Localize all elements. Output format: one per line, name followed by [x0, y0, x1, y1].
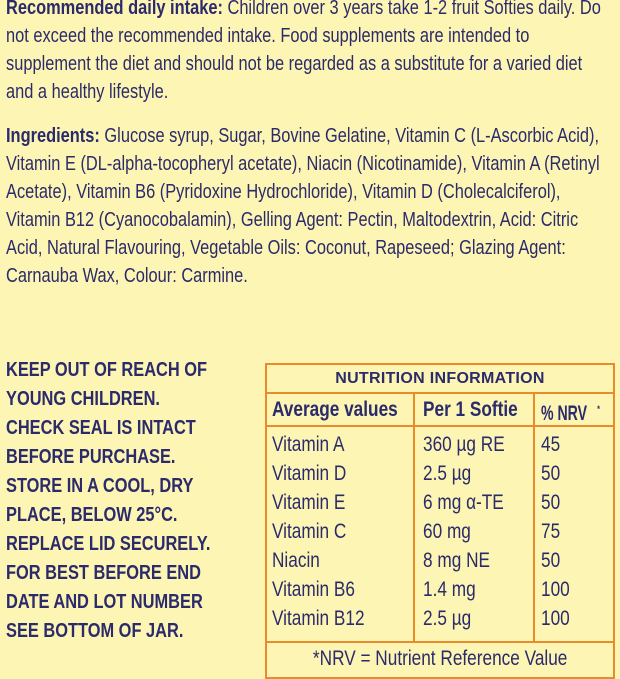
nutrient-nrv: 100 [541, 578, 570, 601]
nutrient-name: Vitamin C [272, 520, 347, 543]
intake-label: Recommended daily intake: [6, 0, 223, 19]
intake-text: Children over 3 years take 1-2 fruit Sof… [6, 0, 601, 103]
nutrient-name: Vitamin B6 [272, 578, 355, 601]
text-line: BEFORE PURCHASE. [6, 446, 176, 468]
ingredients-text: Glucose syrup, Sugar, Bovine Gelatine, V… [6, 124, 600, 287]
nutrient-amount: 1.4 mg [423, 578, 476, 601]
nutrient-nrv: 50 [541, 462, 561, 485]
text-line: DATE AND LOT NUMBER [6, 591, 203, 613]
text-line: CHECK SEAL IS INTACT [6, 417, 196, 439]
nrv-asterisk: * [597, 404, 601, 414]
nutrient-nrv: 75 [541, 520, 561, 543]
nutrient-amount: 360 µg RE [423, 433, 505, 456]
text-line: SEE BOTTOM OF JAR. [6, 620, 184, 642]
nutrient-nrv: 50 [541, 491, 561, 514]
ingredients: Ingredients: Glucose syrup, Sugar, Bovin… [6, 122, 614, 290]
nutrient-amount: 8 mg NE [423, 549, 490, 572]
nutrient-name: Vitamin B12 [272, 607, 365, 630]
nutrient-amount: 6 mg α-TE [423, 491, 504, 514]
nrv-footnote: *NRV = Nutrient Reference Value [312, 647, 568, 670]
nutrient-nrv: 45 [541, 433, 561, 456]
nutrient-amount: 2.5 µg [423, 607, 472, 630]
text-line: REPLACE LID SECURELY. [6, 533, 211, 555]
column-headers: Average values Per 1 Softie % NRV * [267, 394, 613, 427]
header-average-values: Average values [272, 398, 398, 421]
nutrition-body: Vitamin A Vitamin D Vitamin E Vitamin C Niac… [267, 427, 613, 643]
nutrient-name: Vitamin D [272, 462, 347, 485]
nutrient-name: Vitamin A [272, 433, 345, 456]
text-line: STORE IN A COOL, DRY [6, 475, 194, 497]
nutrient-name: Niacin [272, 549, 320, 572]
text-line: PLACE, BELOW 25°C. [6, 504, 178, 526]
best-before-note: FOR BEST BEFORE END DATE AND LOT NUMBER SE… [6, 559, 268, 646]
text-line: FOR BEST BEFORE END [6, 562, 201, 584]
storage-warnings: KEEP OUT OF REACH OF YOUNG CHILDREN. CHECK… [6, 356, 268, 559]
nutrient-name: Vitamin E [272, 491, 346, 514]
nutrient-amount: 60 mg [423, 520, 471, 543]
nutrition-title: NUTRITION INFORMATION [267, 365, 613, 394]
text-line: KEEP OUT OF REACH OF [6, 359, 208, 381]
nutrient-nrv: 50 [541, 549, 561, 572]
nutrient-amount: 2.5 µg [423, 462, 472, 485]
nutrient-nrv: 100 [541, 607, 570, 630]
ingredients-label: Ingredients: [6, 124, 100, 147]
nutrition-table: NUTRITION INFORMATION Average values Per… [265, 363, 615, 679]
header-nrv: % NRV [541, 402, 588, 425]
header-per-softie: Per 1 Softie [423, 398, 518, 421]
recommended-intake: Recommended daily intake: Children over … [6, 0, 614, 106]
text-line: YOUNG CHILDREN. [6, 388, 160, 410]
